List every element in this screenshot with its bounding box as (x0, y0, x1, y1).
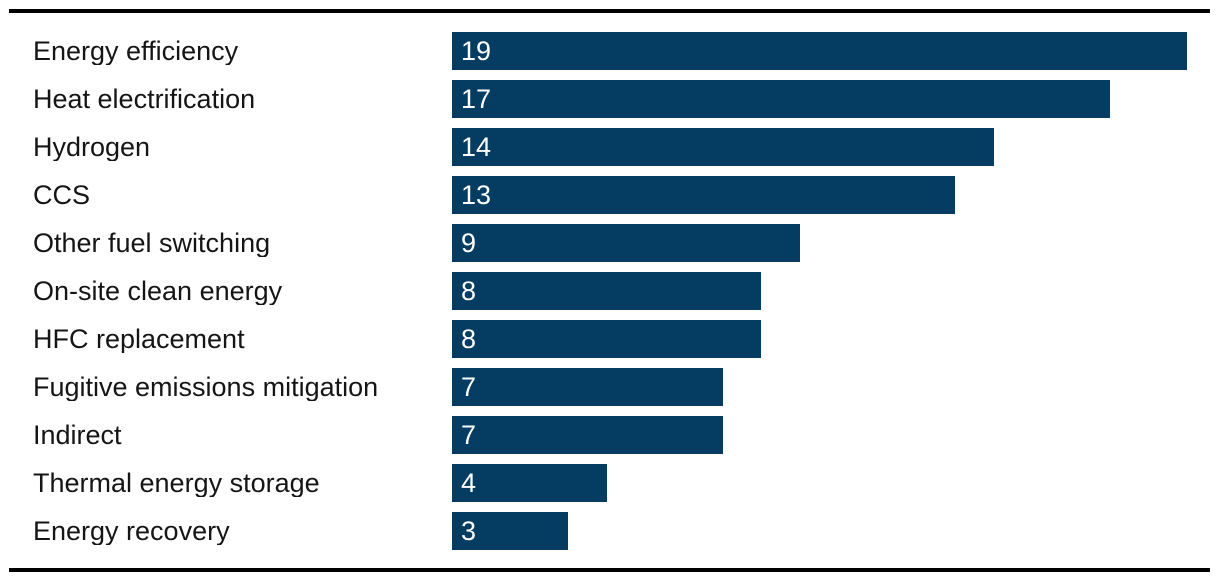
category-label: Hydrogen (33, 133, 151, 161)
bar: 7 (452, 368, 723, 406)
bar: 8 (452, 272, 761, 310)
value-label: 14 (461, 131, 492, 162)
category-label: CCS (33, 181, 91, 209)
chart-row: Energy recovery 3 (0, 507, 1220, 555)
value-label: 4 (461, 467, 477, 498)
category-label: HFC replacement (33, 325, 245, 353)
category-label: Heat electrification (33, 85, 256, 113)
chart-row: Fugitive emissions mitigation 7 (0, 363, 1220, 411)
chart-row: HFC replacement 8 (0, 315, 1220, 363)
bar: 8 (452, 320, 761, 358)
chart-row: Thermal energy storage 4 (0, 459, 1220, 507)
category-label: On-site clean energy (33, 277, 283, 305)
bar: 19 (452, 32, 1187, 70)
chart-row: Hydrogen 14 (0, 123, 1220, 171)
chart-row: Indirect 7 (0, 411, 1220, 459)
value-label: 8 (461, 323, 477, 354)
category-label: Thermal energy storage (33, 469, 320, 497)
bar: 7 (452, 416, 723, 454)
value-label: 7 (461, 419, 477, 450)
chart-row: CCS 13 (0, 171, 1220, 219)
value-label: 7 (461, 371, 477, 402)
chart-row: Energy efficiency 19 (0, 27, 1220, 75)
value-label: 3 (461, 515, 477, 546)
value-label: 13 (461, 179, 492, 210)
bar: 14 (452, 128, 994, 166)
chart-row: Heat electrification 17 (0, 75, 1220, 123)
value-label: 8 (461, 275, 477, 306)
bar: 4 (452, 464, 607, 502)
top-rule (9, 9, 1210, 13)
bottom-rule (9, 568, 1210, 572)
category-label: Energy recovery (33, 517, 230, 545)
category-label: Indirect (33, 421, 122, 449)
value-label: 9 (461, 227, 477, 258)
value-label: 17 (461, 83, 492, 114)
category-label: Energy efficiency (33, 37, 239, 65)
category-label: Other fuel switching (33, 229, 271, 257)
chart-rows: Energy efficiency 19 Heat electrificatio… (0, 27, 1220, 555)
value-label: 19 (461, 35, 492, 66)
bar: 13 (452, 176, 955, 214)
bar: 9 (452, 224, 800, 262)
chart-row: Other fuel switching 9 (0, 219, 1220, 267)
chart-row: On-site clean energy 8 (0, 267, 1220, 315)
bar: 17 (452, 80, 1110, 118)
category-label: Fugitive emissions mitigation (33, 373, 379, 401)
bar: 3 (452, 512, 568, 550)
